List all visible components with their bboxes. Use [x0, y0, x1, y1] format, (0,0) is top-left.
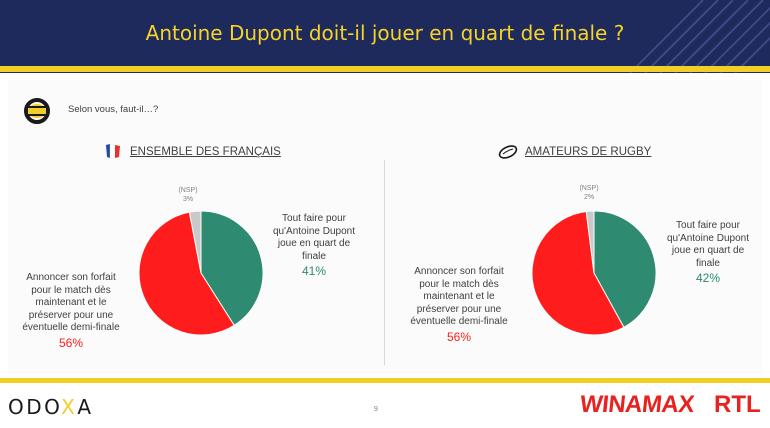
page-title: Antoine Dupont doit-il jouer en quart de… [145, 21, 625, 45]
red-slice-value: 56% [446, 329, 472, 344]
odoxa-logo: ODOXA [8, 395, 94, 419]
right-chart-title: AMATEURS DE RUGBY [525, 146, 652, 158]
red-slice-label: Annoncer son forfait pour le match dès mai… [410, 266, 508, 327]
page-number: 9 [374, 406, 378, 413]
rtl-logo: RTL [714, 391, 761, 418]
nsp-value: 3% [182, 196, 194, 203]
green-label-left: Tout faire pour qu'Antoine Dupont joue en … [270, 213, 358, 278]
red-slice-label: Annoncer son forfait pour le match dès mai… [22, 272, 120, 333]
pie-slice [531, 210, 625, 336]
france-flag-icon [106, 143, 120, 159]
odoxa-symbol-icon [24, 98, 50, 124]
left-chart-title: ENSEMBLE DES FRANÇAIS [130, 146, 281, 158]
footer-gold-band [0, 378, 770, 383]
pie-chart-rugby [531, 210, 657, 336]
nsp-value: 2% [583, 194, 595, 201]
pie-slice [593, 210, 657, 329]
green-slice-label: Tout faire pour qu'Antoine Dupont joue en … [667, 220, 749, 269]
nsp-label: (NSP) [178, 187, 198, 194]
nsp-label-left: (NSP) 3% [168, 186, 208, 204]
pie-chart-francais [138, 210, 264, 336]
rugby-ball-icon [498, 145, 518, 159]
winamax-logo: WINAMAX [578, 391, 696, 418]
green-slice-value: 41% [301, 264, 327, 278]
pie-slice [138, 211, 235, 336]
question-text: Selon vous, faut-il…? [68, 104, 159, 115]
header-bar: Antoine Dupont doit-il jouer en quart de… [0, 0, 770, 73]
odoxa-logo-x: X [61, 395, 78, 419]
header-gold-band [0, 66, 770, 72]
nsp-label: (NSP) [579, 185, 599, 192]
red-label-left: Annoncer son forfait pour le match dès mai… [16, 272, 126, 349]
green-label-right: Tout faire pour qu'Antoine Dupont joue en … [662, 220, 754, 285]
red-label-right: Annoncer son forfait pour le match dès mai… [404, 266, 514, 343]
odoxa-logo-part: ODO [8, 395, 62, 419]
green-slice-label: Tout faire pour qu'Antoine Dupont joue en … [273, 213, 355, 262]
charts-divider [384, 160, 385, 365]
red-slice-value: 56% [58, 335, 84, 350]
pie-slice [188, 210, 202, 274]
odoxa-logo-end: A [77, 395, 94, 419]
pie-slice [585, 210, 595, 274]
nsp-label-right: (NSP) 2% [569, 184, 609, 202]
header-decorative-stripes [629, 0, 770, 73]
green-slice-value: 42% [695, 271, 721, 285]
